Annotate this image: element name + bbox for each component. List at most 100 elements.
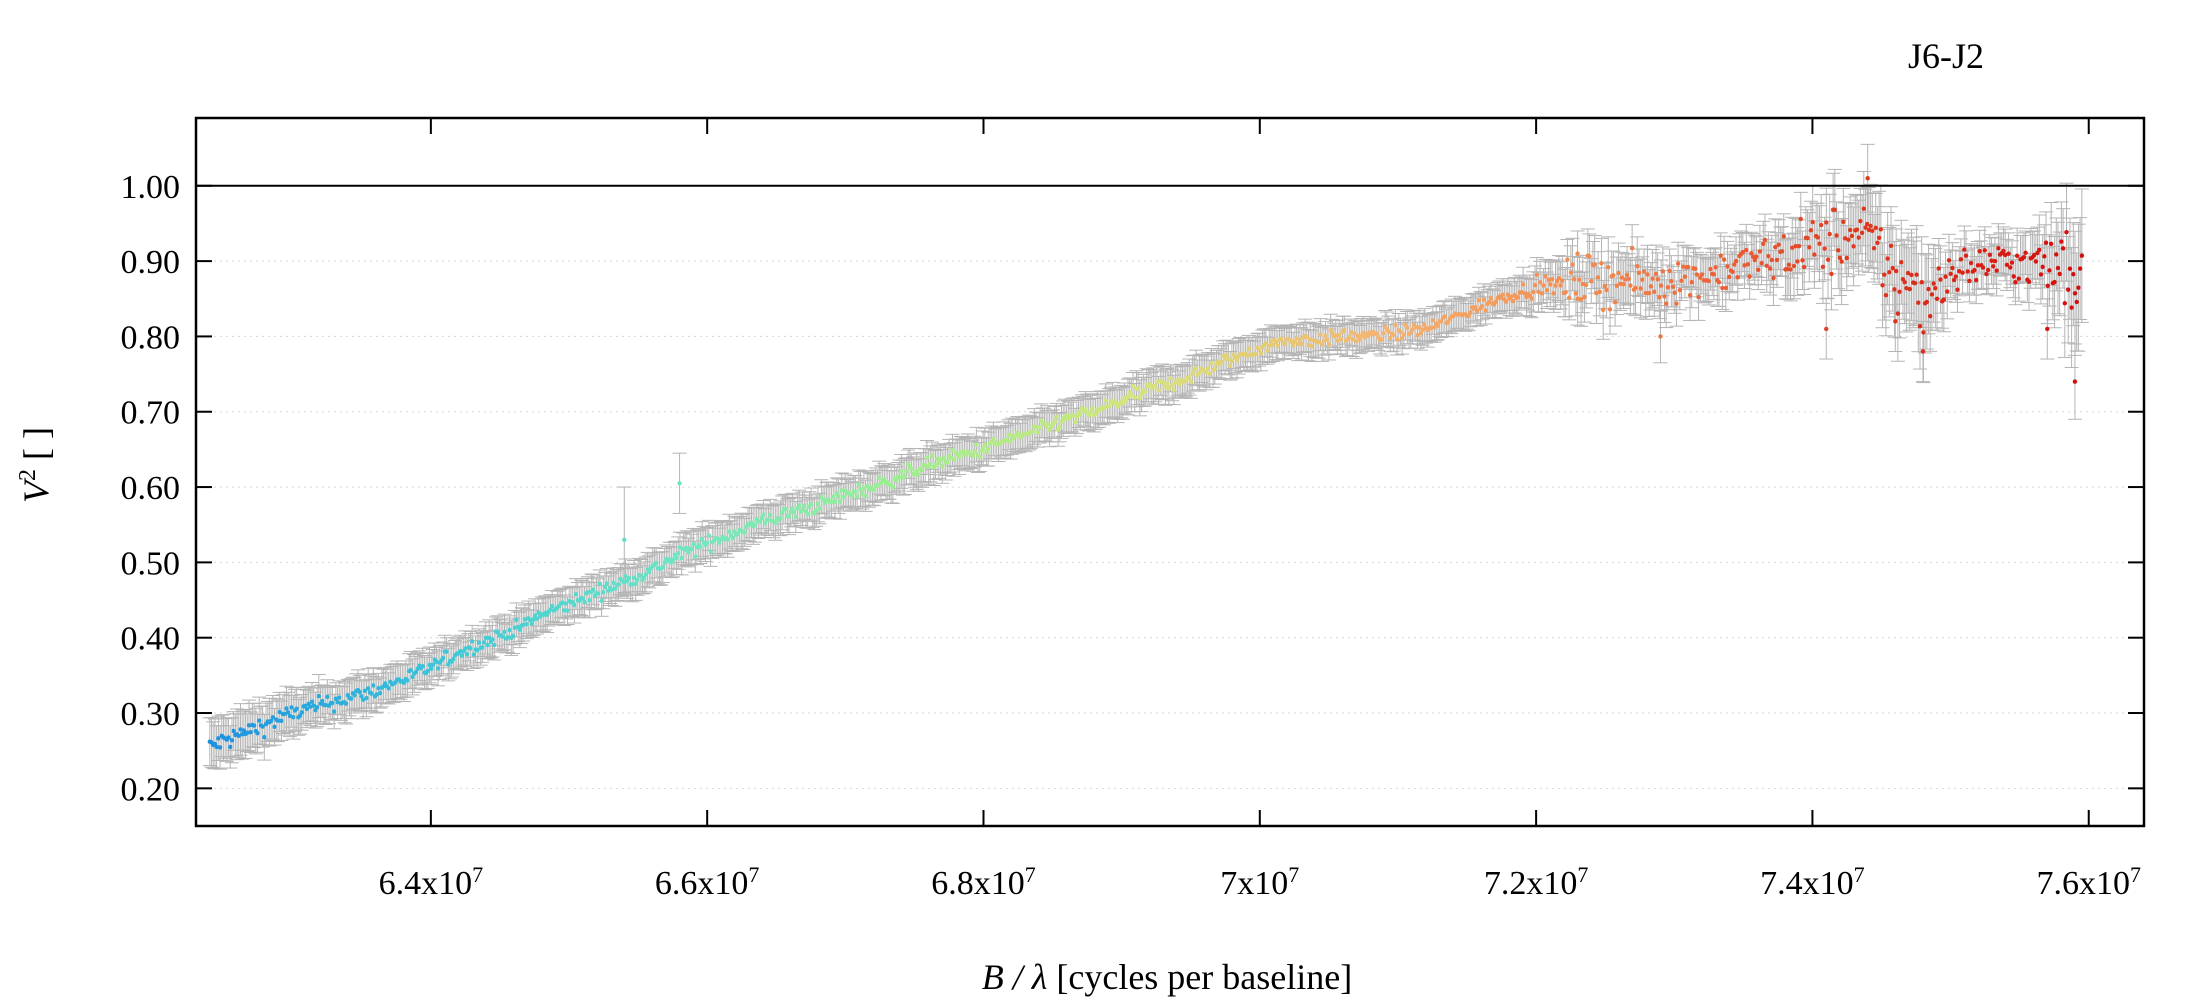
data-point [1945,289,1950,294]
data-point [1948,271,1953,277]
data-point [1607,307,1613,312]
data-point [1365,333,1371,339]
y-tick-label: 0.80 [121,319,181,356]
data-point [1657,295,1662,300]
data-point [408,667,414,673]
data-point [413,669,419,675]
data-point [434,659,439,665]
data-point [1827,231,1832,237]
data-point [1781,234,1786,239]
data-point [316,693,322,699]
data-point [1544,288,1550,293]
data-point [841,494,846,500]
data-point [604,581,609,586]
data-point [1573,291,1579,296]
data-point [638,573,643,578]
data-point [1689,280,1694,285]
data-point [401,680,407,686]
data-point [279,718,284,724]
data-point [1686,264,1691,270]
data-point [1388,335,1393,341]
data-point [1219,359,1224,365]
data-point [1972,267,1977,273]
data-point [308,704,313,709]
data-point [1321,338,1327,344]
data-point [863,493,868,498]
data-point [1522,291,1528,296]
data-point [1054,414,1059,420]
data-points [207,176,2085,750]
data-point [1553,283,1558,288]
data-point [1679,278,1684,283]
data-point [1938,277,1943,282]
data-point [1626,276,1631,282]
data-point [2033,259,2039,264]
data-point [1955,287,1960,292]
data-point [255,731,260,736]
data-point [505,635,511,640]
data-point [951,457,957,462]
data-point [275,718,281,723]
data-point [1824,326,1829,332]
data-point [948,455,953,460]
data-point [405,678,410,683]
data-point [1207,371,1212,377]
data-point [1832,207,1838,213]
data-point [1600,307,1606,313]
data-point [705,540,710,545]
data-point [768,512,773,518]
data-point [730,535,735,541]
data-point [1045,421,1051,427]
data-point [1847,227,1853,233]
data-point [1921,330,1926,335]
data-point [294,706,299,711]
data-point [486,635,492,641]
data-point [1658,334,1663,339]
data-point [2074,299,2079,305]
data-point [1888,243,1894,249]
data-point [752,522,758,528]
data-point [1989,258,1994,263]
data-point [1336,332,1342,338]
data-point [1757,249,1763,254]
data-point [410,674,415,680]
data-point [1800,258,1805,263]
data-point [1769,257,1775,263]
data-point [1960,270,1965,275]
data-point [1628,283,1633,288]
data-point [1515,295,1521,300]
data-point [1539,291,1545,296]
data-point [1582,294,1587,300]
data-point [877,475,882,480]
data-point [1721,257,1727,262]
data-point [374,692,379,697]
data-point [1936,266,1941,271]
data-point [1103,398,1108,403]
data-point [708,549,713,554]
data-point [1745,262,1751,267]
data-point [1919,279,1924,285]
data-point [239,732,245,737]
data-point [1619,275,1625,280]
data-point [1353,339,1359,344]
data-point [2013,279,2018,285]
data-point [802,503,807,508]
data-point [800,507,805,512]
data-point [561,608,567,613]
grid-lines [196,185,2144,789]
data-point [1325,337,1330,342]
data-point [1418,331,1424,336]
data-point [1413,325,1419,330]
data-point [1839,259,1844,264]
data-point [1130,383,1136,389]
data-point [647,569,652,575]
data-point [1681,264,1686,269]
data-point [1296,341,1301,347]
data-point [1168,376,1173,381]
data-point [277,709,282,715]
data-point [522,617,528,622]
data-point [933,462,938,468]
data-point [468,646,473,651]
data-point [1188,379,1194,384]
